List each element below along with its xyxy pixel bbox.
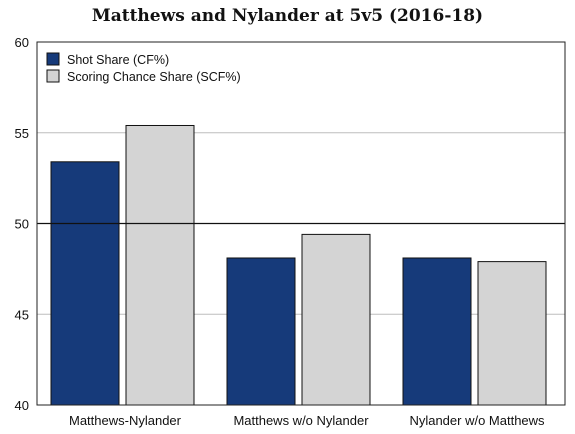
plot-frame (36, 41, 566, 406)
chart-title: Matthews and Nylander at 5v5 (2016-18) (91, 6, 484, 26)
bar-scoring-chance-share-0 (125, 124, 195, 406)
y-axis-ticks: 40 45 50 55 60 (15, 35, 29, 413)
y-tick-label: 45 (15, 307, 29, 322)
bar-shot-share-0 (50, 161, 120, 406)
bar-shot-share-1 (226, 257, 296, 406)
bar-scoring-chance-share-2 (477, 261, 547, 406)
y-tick-label: 55 (15, 126, 29, 141)
y-tick-label: 40 (15, 398, 29, 413)
legend: Shot Share (CF%) Scoring Chance Share (SC… (46, 52, 241, 84)
legend-swatch (46, 69, 60, 83)
bar-scoring-chance-share-1 (301, 233, 371, 406)
category-label: Matthews-Nylander (69, 413, 182, 428)
legend-label: Shot Share (CF%) (67, 53, 169, 67)
x-axis-categories: Matthews-Nylander Matthews w/o Nylander Ny… (69, 413, 545, 428)
legend-swatch (46, 52, 60, 66)
bars-layer (50, 124, 547, 406)
y-tick-label: 60 (15, 35, 29, 50)
grid-layer (37, 132, 565, 315)
legend-label: Scoring Chance Share (SCF%) (67, 70, 241, 84)
category-label: Matthews w/o Nylander (233, 413, 369, 428)
y-tick-label: 50 (15, 217, 29, 232)
bar-shot-share-2 (402, 257, 472, 406)
category-label: Nylander w/o Matthews (409, 413, 545, 428)
